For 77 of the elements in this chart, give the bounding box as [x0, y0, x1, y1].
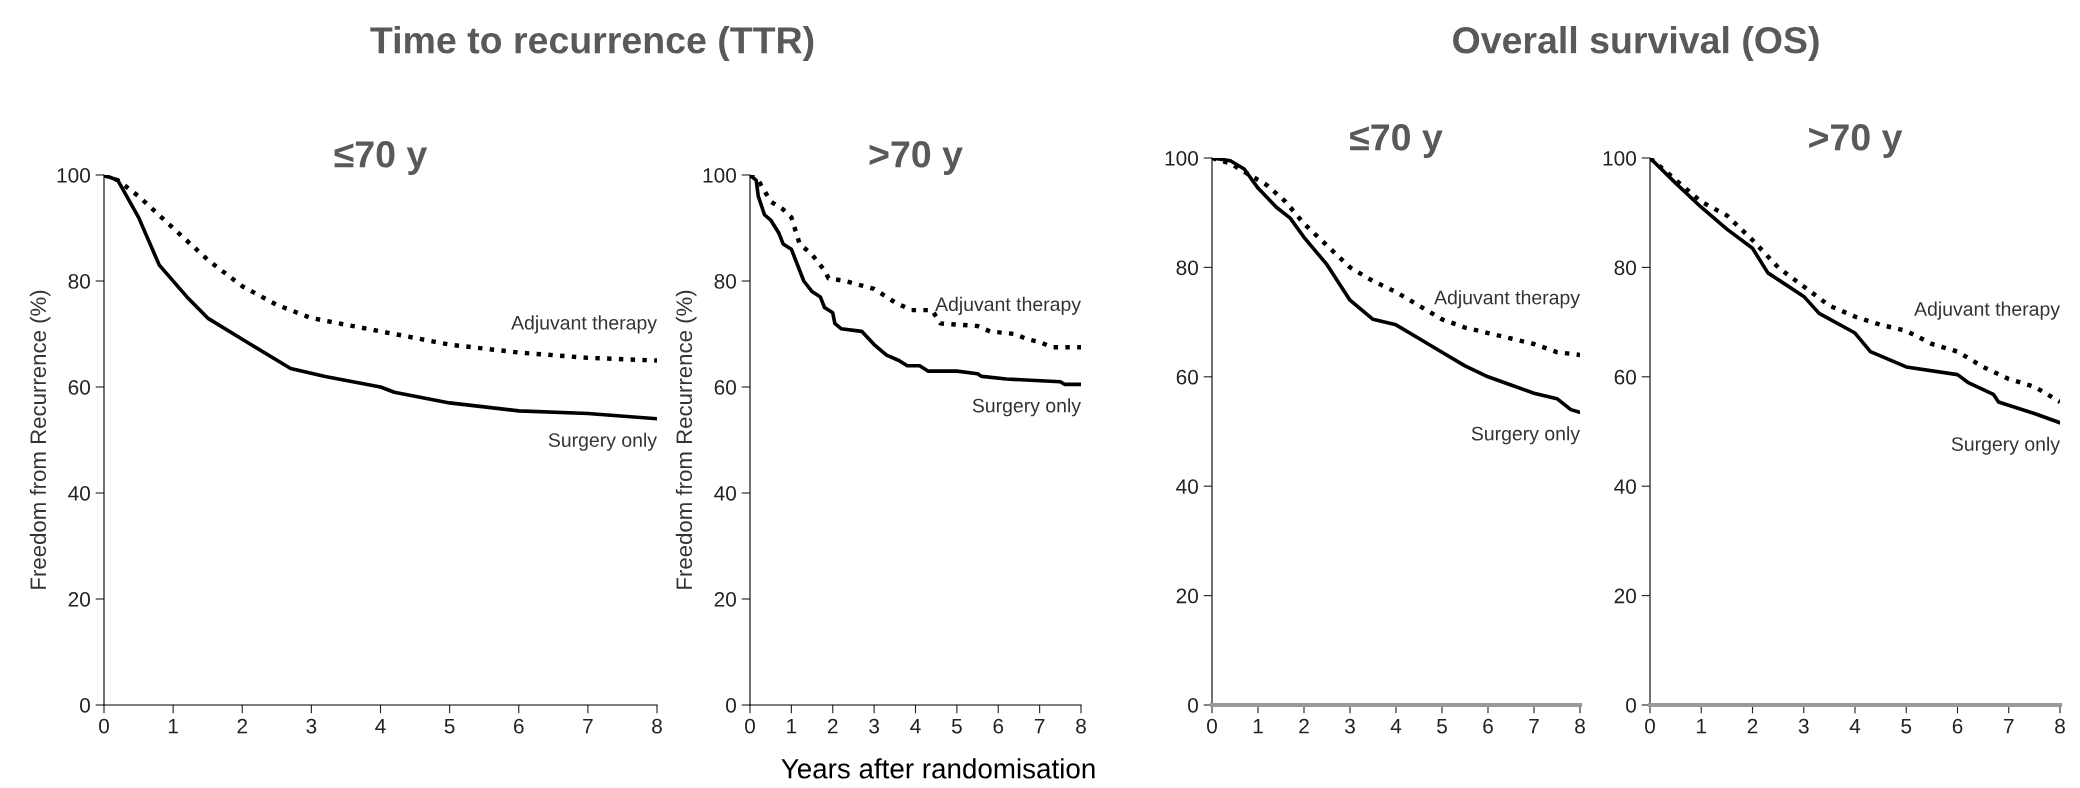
x-tick-label: 2 [237, 718, 247, 734]
y-tick-label: 60 [1614, 369, 1636, 385]
x-tick-label: 5 [1901, 718, 1912, 734]
x-tick-label: 0 [1207, 718, 1217, 734]
x-tick-label: 8 [652, 718, 662, 734]
y-tick-label: 0 [726, 698, 736, 713]
y-tick-label: 60 [714, 380, 736, 395]
y-tick-label: 40 [1614, 479, 1636, 494]
text: Years after randomisation [781, 758, 1095, 779]
y-tick-label: 0 [1626, 698, 1636, 713]
x-tick-label: 4 [1849, 718, 1861, 734]
y-tick-label: 40 [714, 486, 736, 501]
x-tick-label: 8 [1575, 718, 1585, 734]
series-label: Adjuvant therapy [511, 315, 657, 334]
x-tick-label: 6 [1483, 718, 1493, 734]
y-tick-label: 20 [1614, 588, 1636, 604]
x-tick-label: 7 [583, 718, 593, 734]
chart-title: ≤70 y [1350, 124, 1443, 158]
x-tick-label: 0 [745, 718, 755, 734]
series-label: Surgery only [1951, 436, 2060, 455]
x-tick-label: 6 [1952, 718, 1963, 734]
x-tick-label: 4 [910, 718, 921, 734]
text: Overall survival (OS) [1453, 26, 1819, 61]
chart-title: >70 y [1809, 124, 1903, 158]
x-tick-label: 4 [375, 718, 386, 734]
x-tick-label: 8 [1076, 718, 1086, 734]
y-tick-label: 20 [1176, 588, 1198, 604]
y-tick-label: 40 [68, 486, 90, 501]
x-tick-label: 5 [1437, 718, 1447, 734]
x-tick-label: 1 [1697, 718, 1707, 734]
y-tick-label: 0 [80, 698, 90, 713]
series-label: Surgery only [548, 432, 657, 451]
y-tick-label: 60 [1176, 369, 1198, 385]
x-tick-label: 1 [168, 718, 178, 734]
x-tick-label: 1 [1253, 718, 1263, 734]
text: Time to recurrence (TTR) [370, 26, 814, 61]
x-tick-label: 3 [1345, 718, 1355, 734]
x-tick-label: 6 [514, 718, 524, 734]
x-tick-label: 2 [1747, 718, 1758, 734]
y-tick-label: 80 [714, 274, 736, 289]
y-tick-label: 100 [1165, 151, 1198, 166]
x-tick-label: 3 [869, 718, 879, 734]
chart-title: >70 y [869, 141, 963, 175]
x-tick-label: 0 [99, 718, 109, 734]
y-tick-label: 80 [1176, 260, 1198, 276]
y-tick-label: 80 [68, 274, 90, 289]
series-label: Surgery only [1471, 426, 1580, 445]
x-tick-label: 5 [951, 718, 962, 734]
x-tick-label: 6 [993, 718, 1004, 734]
x-tick-label: 0 [1645, 718, 1655, 734]
x-tick-label: 3 [1798, 718, 1809, 734]
series-label: Surgery only [972, 398, 1081, 417]
x-tick-label: 5 [444, 718, 455, 734]
y-tick-label: 100 [1603, 151, 1636, 166]
y-axis-title: Freedom from Recurrence (%) [29, 290, 51, 589]
y-tick-label: 100 [703, 168, 736, 183]
x-tick-label: 3 [306, 718, 317, 734]
chart-title: ≤70 y [334, 141, 428, 175]
y-tick-label: 100 [57, 168, 90, 183]
x-tick-label: 2 [828, 718, 838, 734]
y-tick-label: 60 [68, 380, 90, 395]
y-tick-label: 0 [1188, 698, 1198, 713]
series-label: Adjuvant therapy [1914, 301, 2060, 320]
y-tick-label: 20 [714, 592, 736, 607]
x-tick-label: 4 [1390, 718, 1402, 734]
x-tick-label: 7 [2004, 718, 2014, 734]
x-tick-label: 1 [787, 718, 797, 734]
series-label: Adjuvant therapy [1434, 290, 1580, 309]
y-axis-title: Freedom from Recurrence (%) [675, 290, 697, 589]
x-tick-label: 7 [1529, 718, 1539, 734]
x-tick-label: 7 [1034, 718, 1045, 734]
y-tick-label: 20 [68, 592, 90, 607]
y-tick-label: 80 [1614, 260, 1636, 276]
x-tick-label: 2 [1299, 718, 1309, 734]
y-tick-label: 40 [1176, 479, 1198, 494]
x-tick-label: 8 [2055, 718, 2065, 734]
series-label: Adjuvant therapy [935, 296, 1081, 315]
